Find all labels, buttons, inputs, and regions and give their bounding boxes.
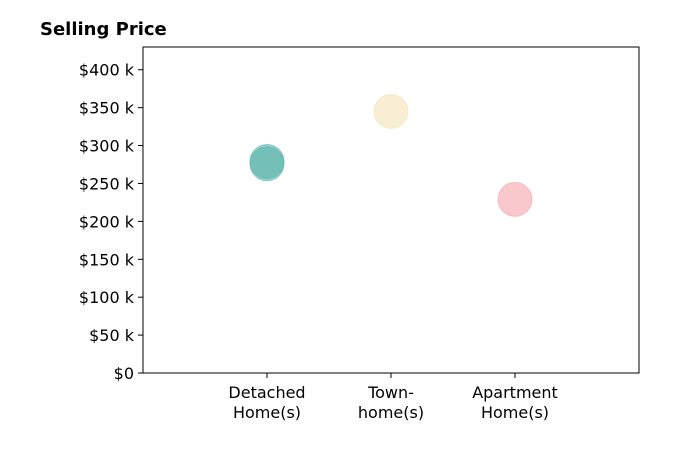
data-point-1 xyxy=(249,143,285,179)
x-tick-label: Town-home(s) xyxy=(358,383,424,422)
scatter-points xyxy=(249,93,533,217)
y-tick-label: $150 k xyxy=(79,250,135,269)
x-tick-label: Apartment Home(s) xyxy=(472,383,558,422)
chart-title: Selling Price xyxy=(40,19,167,40)
x-tick-label-line: home(s) xyxy=(358,403,424,422)
x-tick-label: Detached Home(s) xyxy=(228,383,305,422)
y-tick-label: $250 k xyxy=(79,174,135,193)
y-tick-label: $50 k xyxy=(89,326,135,345)
y-tick-label: $350 k xyxy=(79,99,135,118)
x-tick-label-line: Home(s) xyxy=(233,403,301,422)
x-axis: Detached Home(s)Town-home(s)Apartment Home… xyxy=(228,373,558,422)
x-tick-label-line: Detached xyxy=(228,383,305,402)
y-tick-label: $300 k xyxy=(79,137,135,156)
y-tick-label: $400 k xyxy=(79,61,135,80)
y-tick-label: $100 k xyxy=(79,288,135,307)
data-point-2 xyxy=(373,93,409,129)
data-point-3 xyxy=(497,181,533,217)
x-tick-label-line: Town- xyxy=(367,383,414,402)
y-axis: $0 $50 k $100 k $150 k $200 k $250 k $300 k $35… xyxy=(79,61,143,383)
x-tick-label-line: Home(s) xyxy=(481,403,549,422)
y-tick-label: $200 k xyxy=(79,212,135,231)
x-tick-label-line: Apartment xyxy=(472,383,558,402)
y-tick-label: $0 xyxy=(114,364,134,383)
